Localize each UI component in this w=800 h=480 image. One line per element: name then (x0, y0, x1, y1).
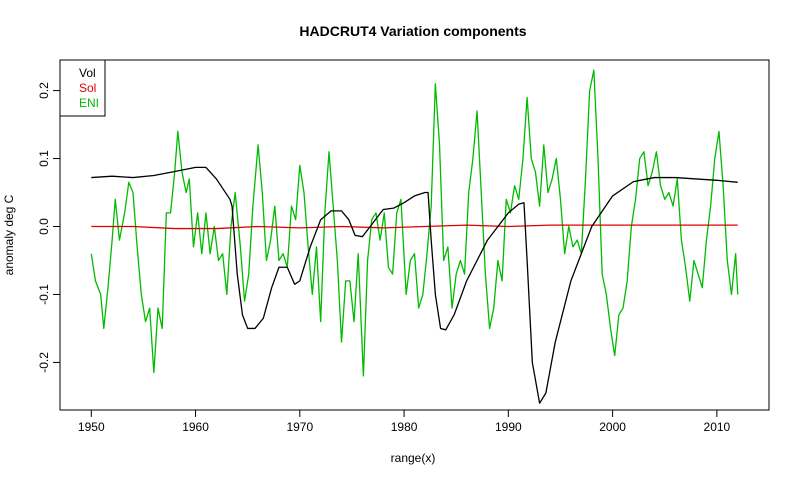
series-line-sol (91, 224, 738, 230)
y-tick-label: 0.1 (37, 150, 51, 167)
x-tick-label: 1970 (286, 420, 313, 434)
x-tick-label: 1960 (182, 420, 209, 434)
legend-entry-sol: Sol (79, 81, 96, 95)
legend-entry-eni: ENI (79, 96, 99, 110)
x-tick-label: 1950 (78, 420, 105, 434)
y-tick-label: -0.1 (37, 284, 51, 305)
series-line-vol (91, 166, 738, 404)
plot-frame (59, 59, 770, 411)
y-axis-label: anomaly deg C (2, 194, 16, 275)
x-tick-label: 1980 (391, 420, 418, 434)
chart-title: HADCRUT4 Variation components (299, 23, 526, 39)
y-tick-label: 0.0 (37, 218, 51, 235)
series-line-eni (90, 69, 739, 377)
x-axis: 1950 1960 1970 1980 1990 2000 2010 (78, 409, 731, 434)
y-axis: -0.2 -0.1 0.0 0.1 0.2 (37, 82, 61, 373)
legend-entry-vol: Vol (79, 66, 96, 80)
x-axis-label: range(x) (391, 451, 436, 465)
y-tick-label: -0.2 (37, 352, 51, 373)
x-tick-label: 2010 (704, 420, 731, 434)
x-tick-label: 2000 (599, 420, 626, 434)
legend-box (59, 59, 106, 117)
legend: Vol Sol ENI (59, 59, 106, 117)
series-layer (90, 69, 739, 404)
x-tick-label: 1990 (495, 420, 522, 434)
y-tick-label: 0.2 (37, 82, 51, 99)
